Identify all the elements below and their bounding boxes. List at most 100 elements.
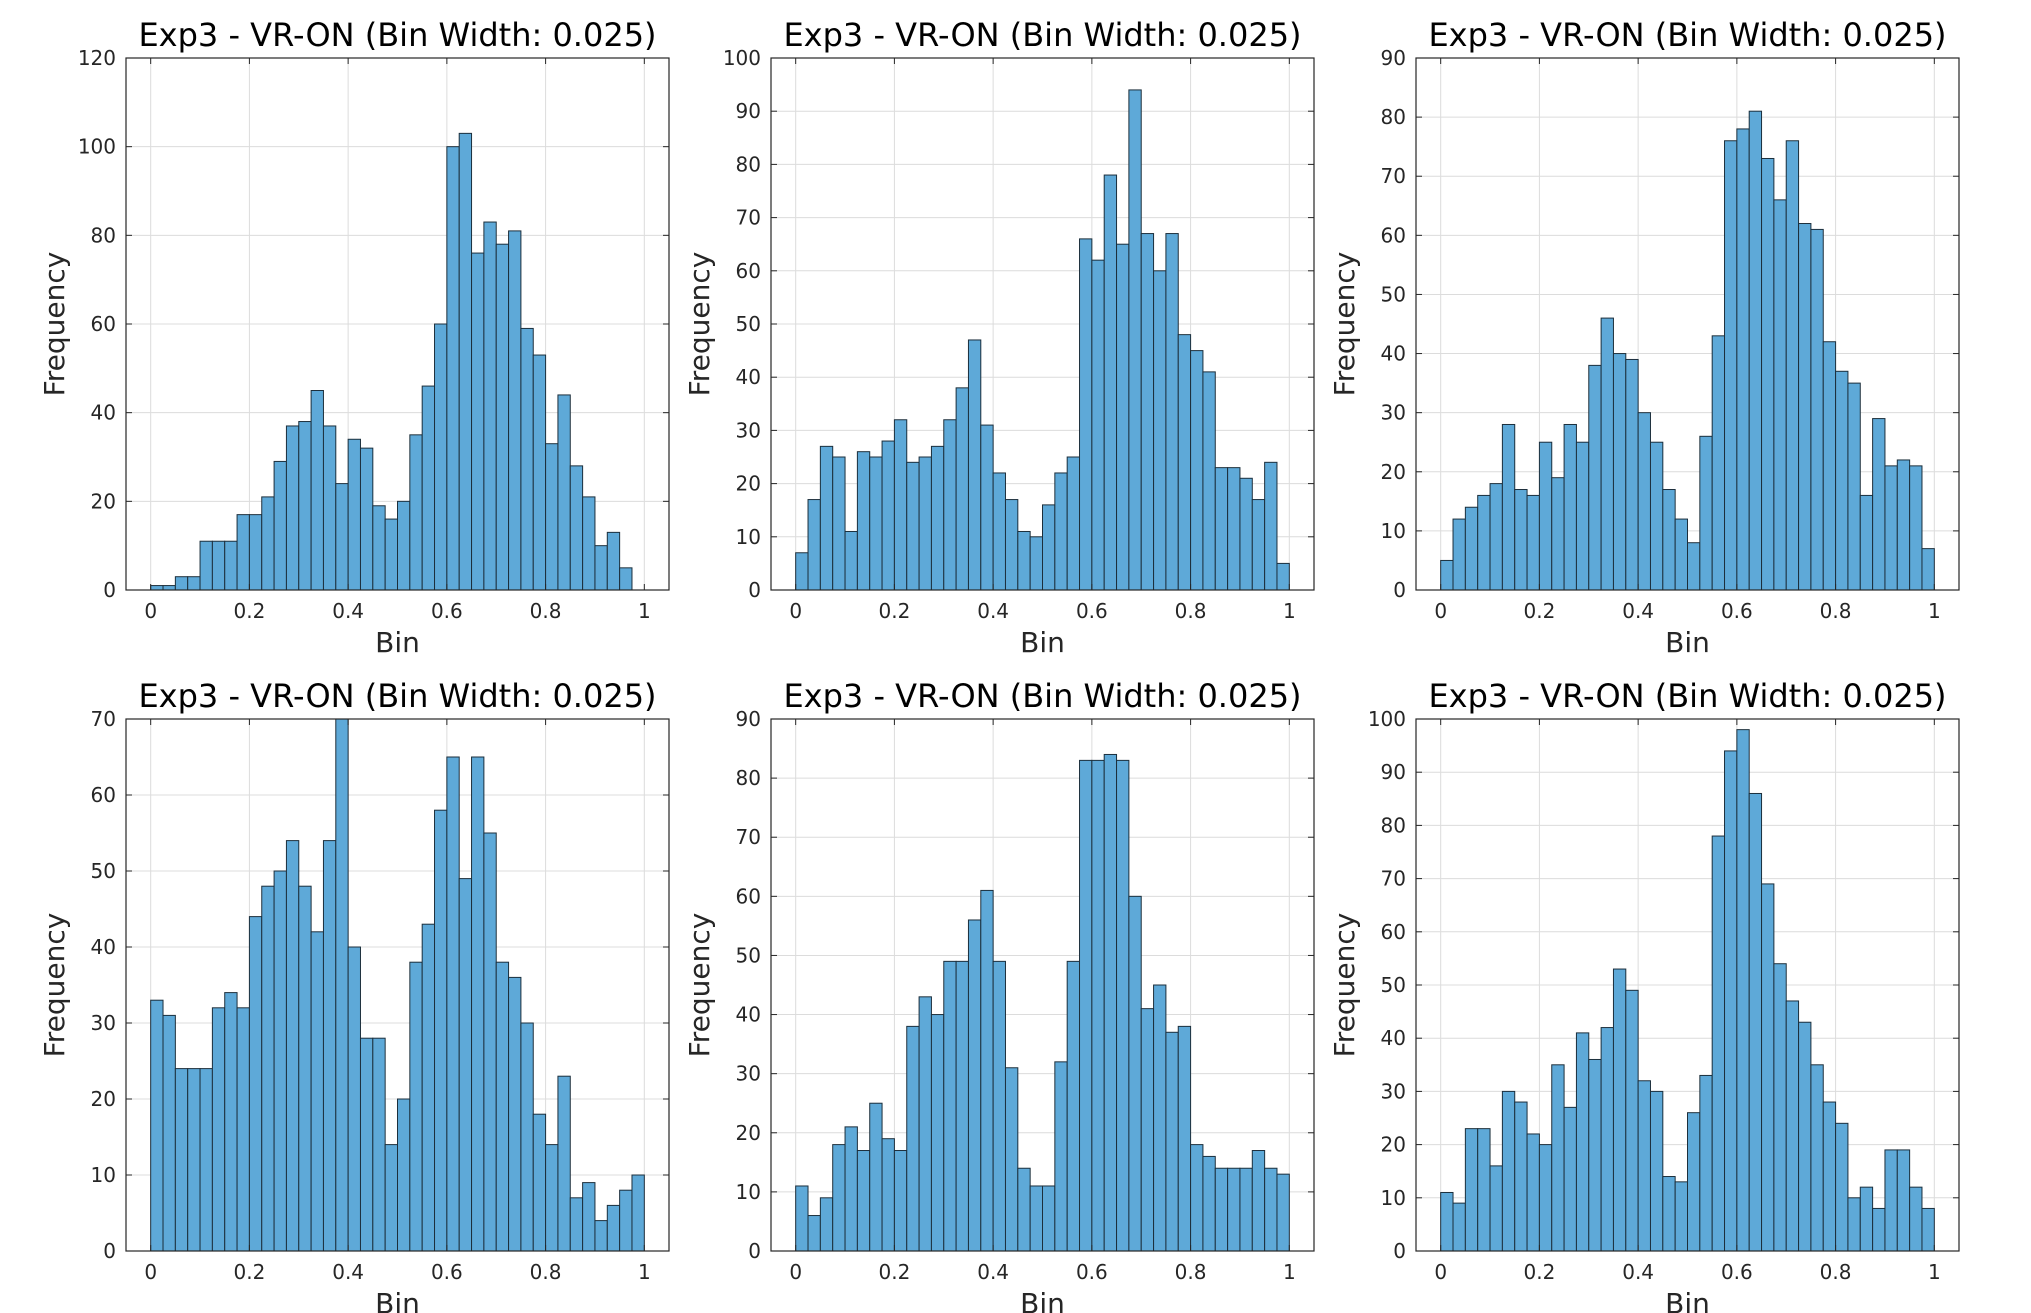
histogram-bar — [162, 1014, 176, 1252]
histogram-bar — [1847, 382, 1861, 591]
histogram-bar — [569, 465, 584, 591]
histogram-bar — [1674, 518, 1688, 591]
chart-title: Exp3 - VR-ON (Bin Width: 0.025) — [783, 16, 1301, 54]
histogram-bar — [1116, 243, 1130, 591]
histogram-bar — [1822, 341, 1837, 591]
histogram-bar — [795, 552, 809, 591]
histogram-bar — [1637, 412, 1651, 591]
histogram-bar — [1538, 1144, 1553, 1252]
histogram-bar — [520, 1022, 534, 1252]
y-tick-label: 0 — [103, 1239, 116, 1263]
histogram-bar — [359, 1037, 374, 1252]
histogram-bar — [236, 1007, 250, 1252]
histogram-bar — [1276, 1173, 1290, 1252]
histogram-bar — [1563, 423, 1577, 591]
x-tick-label: 0.8 — [1175, 1260, 1207, 1284]
y-tick-label: 80 — [91, 223, 116, 247]
histogram-bar — [980, 889, 994, 1252]
histogram-bar — [211, 540, 226, 591]
histogram-bar — [1489, 1165, 1503, 1252]
histogram-bar — [458, 132, 473, 591]
y-tick-label: 20 — [91, 1087, 116, 1111]
y-tick-label: 0 — [103, 578, 116, 602]
histogram-bar — [1921, 548, 1935, 591]
histogram-bar — [495, 243, 510, 591]
histogram-bar — [1687, 542, 1701, 591]
histogram-bar — [557, 394, 571, 591]
histogram-bar — [211, 1007, 226, 1252]
histogram-bar — [434, 809, 448, 1252]
histogram-bar — [1452, 518, 1466, 591]
histogram-bar — [1029, 536, 1043, 591]
histogram-bar — [594, 545, 608, 591]
histogram-bar — [943, 960, 957, 1252]
histogram-bar — [1214, 467, 1229, 591]
x-tick-label: 0.6 — [1076, 1260, 1108, 1284]
histogram-bar — [322, 840, 337, 1252]
histogram-bar — [397, 500, 411, 591]
x-tick-label: 0.4 — [1622, 1260, 1654, 1284]
histogram-bar — [807, 499, 821, 591]
histogram-bar — [819, 1197, 834, 1252]
y-tick-label: 30 — [1381, 1079, 1406, 1103]
histogram-bar — [1239, 1167, 1253, 1252]
histogram-bar — [1477, 1128, 1491, 1252]
histogram-bar — [856, 1150, 871, 1252]
histogram-bar — [1214, 1167, 1229, 1252]
y-tick-label: 80 — [1381, 813, 1406, 837]
histogram-bar — [1177, 334, 1192, 591]
x-axis-label: Bin — [1020, 626, 1065, 659]
histogram-bar — [1227, 467, 1241, 591]
y-tick-label: 40 — [91, 935, 116, 959]
histogram-bar — [1921, 1207, 1935, 1252]
histogram-bar — [1239, 477, 1253, 591]
histogram-bar — [1637, 1080, 1651, 1252]
histogram-bar — [930, 1014, 945, 1252]
x-tick-label: 0.8 — [1820, 1260, 1852, 1284]
histogram-bar — [1810, 1064, 1824, 1252]
histogram-bar — [992, 960, 1006, 1252]
x-axis-label: Bin — [1020, 1287, 1065, 1313]
histogram-bar — [1190, 1144, 1204, 1252]
histogram-bar — [1649, 1090, 1664, 1252]
y-tick-label: 50 — [91, 859, 116, 883]
histogram-bar — [273, 460, 287, 591]
x-tick-label: 0.2 — [879, 599, 911, 623]
histogram-bar — [906, 1025, 920, 1252]
x-tick-label: 0.8 — [530, 599, 562, 623]
histogram-bar — [298, 421, 312, 591]
histogram-bar — [248, 514, 263, 591]
histogram-bar — [347, 438, 361, 591]
histogram-bar — [384, 518, 398, 591]
histogram-bar — [1798, 1021, 1812, 1252]
histogram-bar — [1477, 494, 1491, 591]
histogram-panel-1: 0 0.2 0.4 0.6 0.8 1 0 20 40 60 80 100 120 Exp3 - VR-O… — [38, 16, 670, 659]
histogram-bar — [372, 1037, 386, 1252]
histogram-bar — [930, 445, 945, 591]
y-axis-label: Frequency — [38, 252, 71, 397]
x-tick-label: 0 — [789, 599, 802, 623]
histogram-bar — [1773, 199, 1787, 591]
histogram-bar — [1847, 1197, 1861, 1252]
histogram-bar — [1514, 489, 1528, 591]
histogram-bar — [224, 540, 238, 591]
x-tick-label: 0.4 — [977, 599, 1009, 623]
y-tick-label: 70 — [91, 707, 116, 731]
histogram-bar — [285, 840, 300, 1252]
histogram-bar — [545, 1144, 559, 1252]
y-tick-label: 30 — [736, 1062, 761, 1086]
histogram-bar — [150, 999, 164, 1252]
histogram-bar — [1264, 461, 1278, 591]
histogram-bar — [1761, 157, 1775, 591]
x-tick-label: 0 — [144, 599, 157, 623]
histogram-bar — [1600, 317, 1614, 591]
histogram-bar — [1029, 1185, 1043, 1252]
chart-title: Exp3 - VR-ON (Bin Width: 0.025) — [1428, 16, 1946, 54]
histogram-bar — [1674, 1181, 1688, 1252]
histogram-bar — [1773, 963, 1787, 1252]
histogram-bar — [1884, 465, 1898, 591]
histogram-bar — [1264, 1167, 1278, 1252]
y-tick-label: 90 — [736, 99, 761, 123]
histogram-bar — [1699, 1074, 1713, 1252]
histogram-bar — [1785, 1000, 1800, 1252]
